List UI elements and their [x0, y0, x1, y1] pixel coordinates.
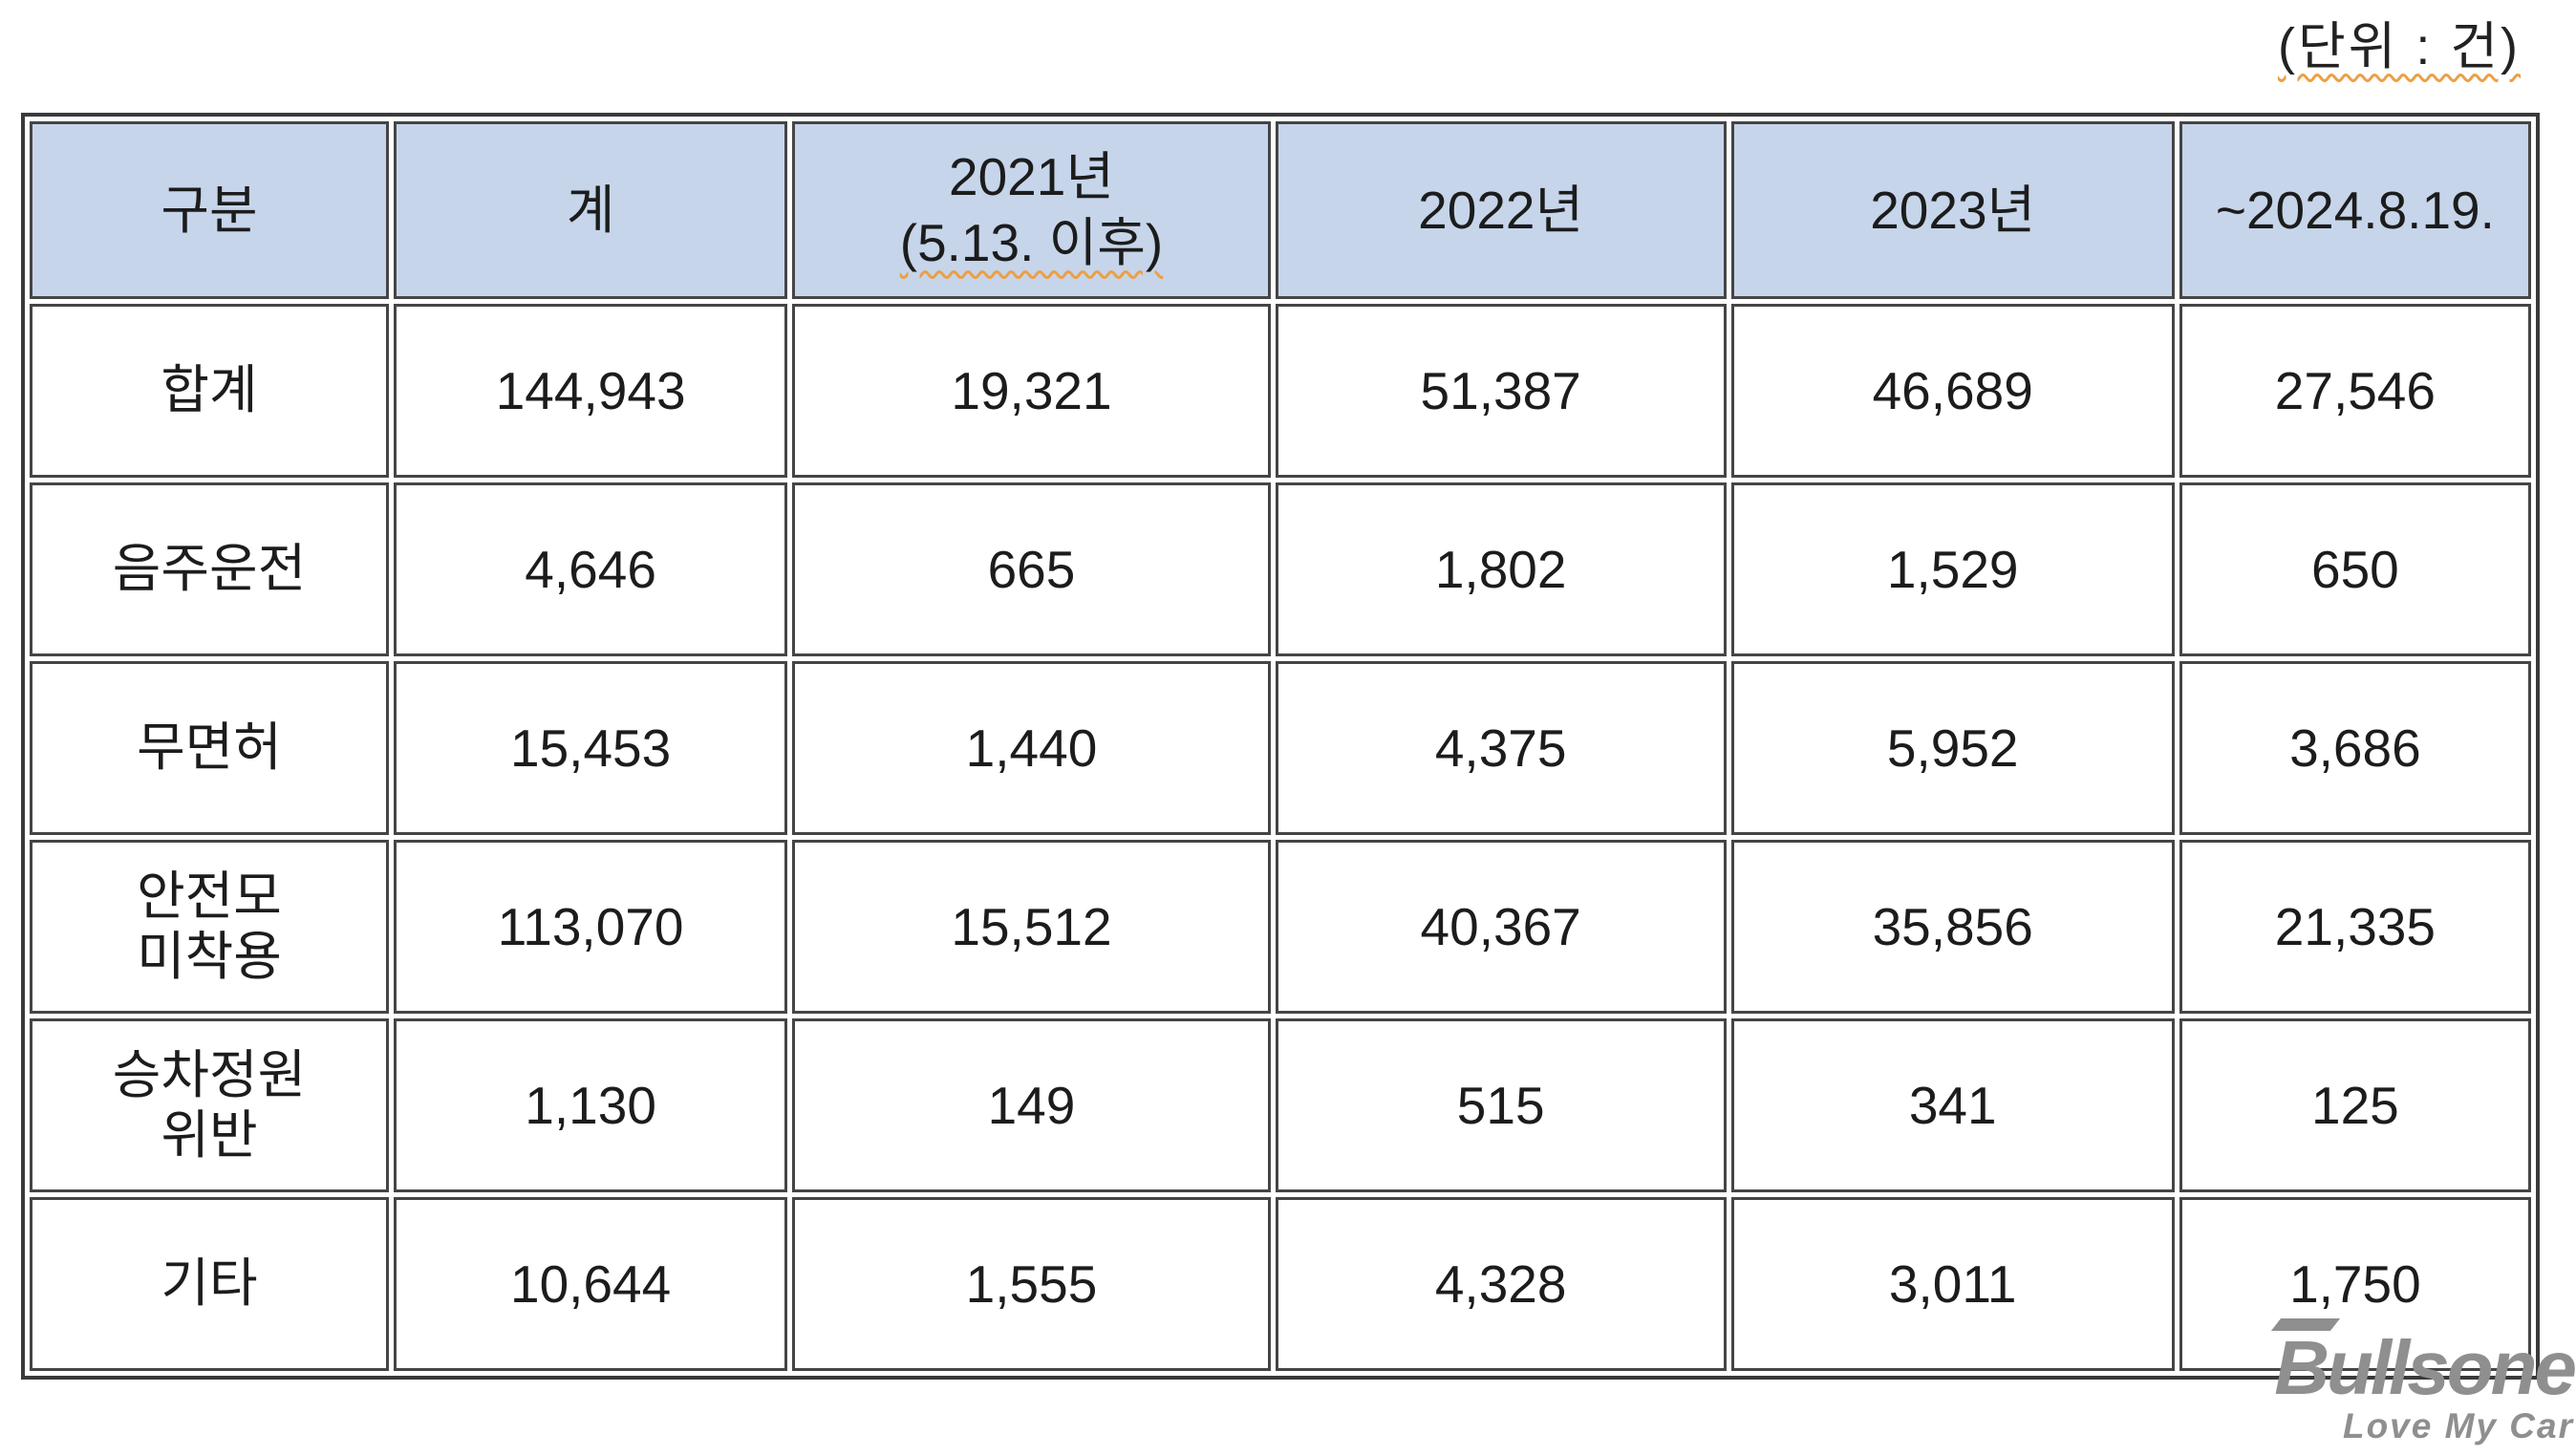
cell-value: 665 — [792, 482, 1271, 656]
cell-value: 5,952 — [1730, 661, 2175, 835]
cell-value: 1,529 — [1730, 482, 2175, 656]
violations-table: 구분 계 2021년 (5.13. 이후) 2022년 2023년 ~2024.… — [21, 113, 2540, 1380]
row-label: 승차정원 위반 — [30, 1018, 389, 1192]
header-cell-2024: ~2024.8.19. — [2179, 121, 2531, 299]
table-row-no-helmet: 안전모 미착용 113,070 15,512 40,367 35,856 21,… — [30, 840, 2531, 1014]
header-2021-line2: (5.13. 이후) — [899, 213, 1164, 272]
cell-value: 515 — [1275, 1018, 1727, 1192]
cell-value: 3,686 — [2179, 661, 2531, 835]
cell-value: 650 — [2179, 482, 2531, 656]
cell-value: 3,011 — [1730, 1197, 2175, 1371]
cell-value: 113,070 — [393, 840, 788, 1014]
violations-table-container: 구분 계 2021년 (5.13. 이후) 2022년 2023년 ~2024.… — [21, 113, 2540, 1380]
header-2021-line1: 2021년 — [949, 147, 1114, 207]
cell-value: 35,856 — [1730, 840, 2175, 1014]
table-row-drunk-driving: 음주운전 4,646 665 1,802 1,529 650 — [30, 482, 2531, 656]
row-label: 기타 — [30, 1197, 389, 1371]
cell-value: 341 — [1730, 1018, 2175, 1192]
bullsone-logo: Bullsone — [2271, 1318, 2576, 1406]
cell-value: 27,546 — [2179, 304, 2531, 478]
cell-value: 40,367 — [1275, 840, 1727, 1014]
row-label: 음주운전 — [30, 482, 389, 656]
table-row-unlicensed: 무면허 15,453 1,440 4,375 5,952 3,686 — [30, 661, 2531, 835]
cell-value: 4,328 — [1275, 1197, 1727, 1371]
row-label: 합계 — [30, 304, 389, 478]
table-row-total: 합계 144,943 19,321 51,387 46,689 27,546 — [30, 304, 2531, 478]
bullsone-watermark: Bullsone Love My Car — [2271, 1318, 2576, 1446]
bullsone-tagline: Love My Car — [2342, 1406, 2574, 1445]
bullsone-swoosh-icon — [2271, 1318, 2341, 1331]
cell-value: 4,375 — [1275, 661, 1727, 835]
cell-value: 21,335 — [2179, 840, 2531, 1014]
cell-value: 144,943 — [393, 304, 788, 478]
header-cell-total: 계 — [393, 121, 788, 299]
cell-value: 10,644 — [393, 1197, 788, 1371]
row-label: 안전모 미착용 — [30, 840, 389, 1014]
header-row: 구분 계 2021년 (5.13. 이후) 2022년 2023년 ~2024.… — [30, 121, 2531, 299]
table-row-other: 기타 10,644 1,555 4,328 3,011 1,750 — [30, 1197, 2531, 1371]
cell-value: 1,750 — [2179, 1197, 2531, 1371]
cell-value: 1,802 — [1275, 482, 1727, 656]
cell-value: 1,130 — [393, 1018, 788, 1192]
cell-value: 149 — [792, 1018, 1271, 1192]
header-cell-2022: 2022년 — [1275, 121, 1727, 299]
header-cell-category: 구분 — [30, 121, 389, 299]
unit-label: (단위 : 건) — [2277, 18, 2521, 75]
cell-value: 46,689 — [1730, 304, 2175, 478]
cell-value: 19,321 — [792, 304, 1271, 478]
cell-value: 15,453 — [393, 661, 788, 835]
header-cell-2023: 2023년 — [1730, 121, 2175, 299]
cell-value: 4,646 — [393, 482, 788, 656]
cell-value: 51,387 — [1275, 304, 1727, 478]
cell-value: 125 — [2179, 1018, 2531, 1192]
cell-value: 1,440 — [792, 661, 1271, 835]
cell-value: 15,512 — [792, 840, 1271, 1014]
row-label: 무면허 — [30, 661, 389, 835]
bullsone-brand-text: Bullsone — [2274, 1325, 2576, 1410]
cell-value: 1,555 — [792, 1197, 1271, 1371]
table-row-capacity-violation: 승차정원 위반 1,130 149 515 341 125 — [30, 1018, 2531, 1192]
header-cell-2021: 2021년 (5.13. 이후) — [792, 121, 1271, 299]
